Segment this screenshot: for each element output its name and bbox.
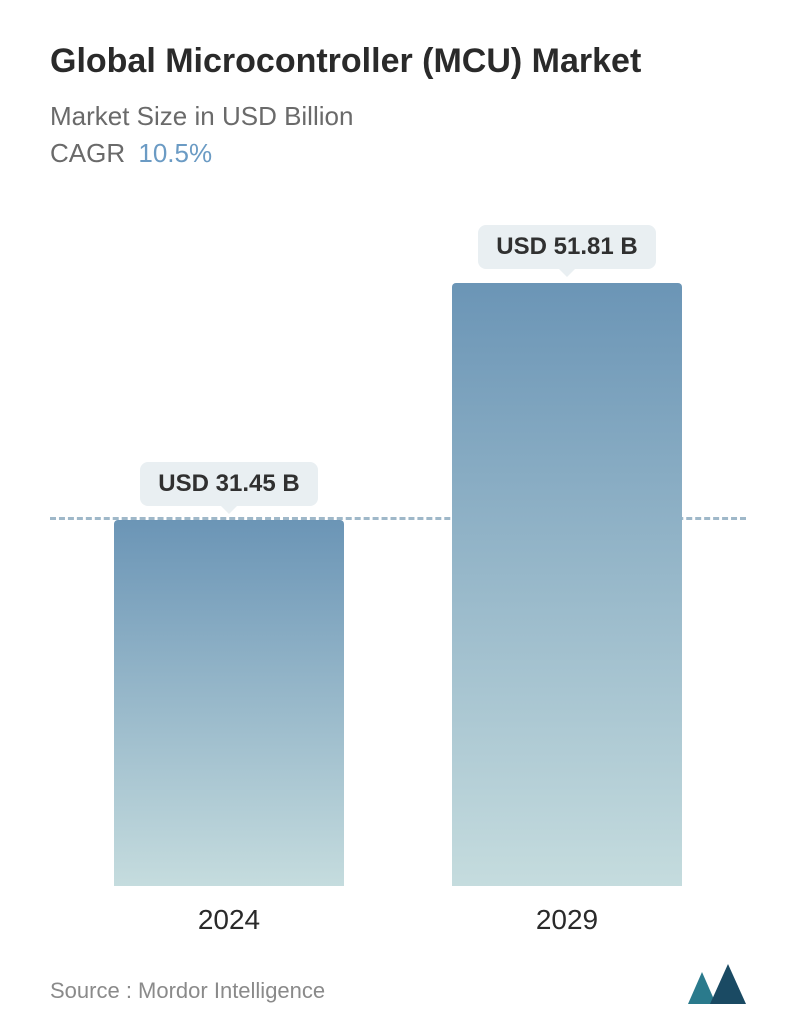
x-axis-label: 2024 bbox=[77, 904, 381, 936]
bar bbox=[452, 283, 682, 886]
chart-subtitle: Market Size in USD Billion bbox=[50, 101, 746, 132]
brand-logo-icon bbox=[688, 964, 746, 1004]
source-text: Source : Mordor Intelligence bbox=[50, 978, 325, 1004]
cagr-label: CAGR bbox=[50, 138, 125, 168]
cagr-value: 10.5% bbox=[138, 138, 212, 168]
plot-region: USD 31.45 B USD 51.81 B bbox=[50, 189, 746, 887]
bar bbox=[114, 520, 344, 886]
bar-group: USD 51.81 B bbox=[415, 225, 719, 886]
value-badge: USD 31.45 B bbox=[140, 462, 317, 506]
x-axis-labels: 2024 2029 bbox=[50, 886, 746, 936]
value-badge: USD 51.81 B bbox=[478, 225, 655, 269]
cagr-line: CAGR 10.5% bbox=[50, 138, 746, 169]
chart-area: USD 31.45 B USD 51.81 B 2024 2029 bbox=[50, 189, 746, 937]
chart-footer: Source : Mordor Intelligence bbox=[50, 936, 746, 1004]
chart-title: Global Microcontroller (MCU) Market bbox=[50, 40, 650, 83]
x-axis-label: 2029 bbox=[415, 904, 719, 936]
bar-group: USD 31.45 B bbox=[77, 462, 381, 886]
